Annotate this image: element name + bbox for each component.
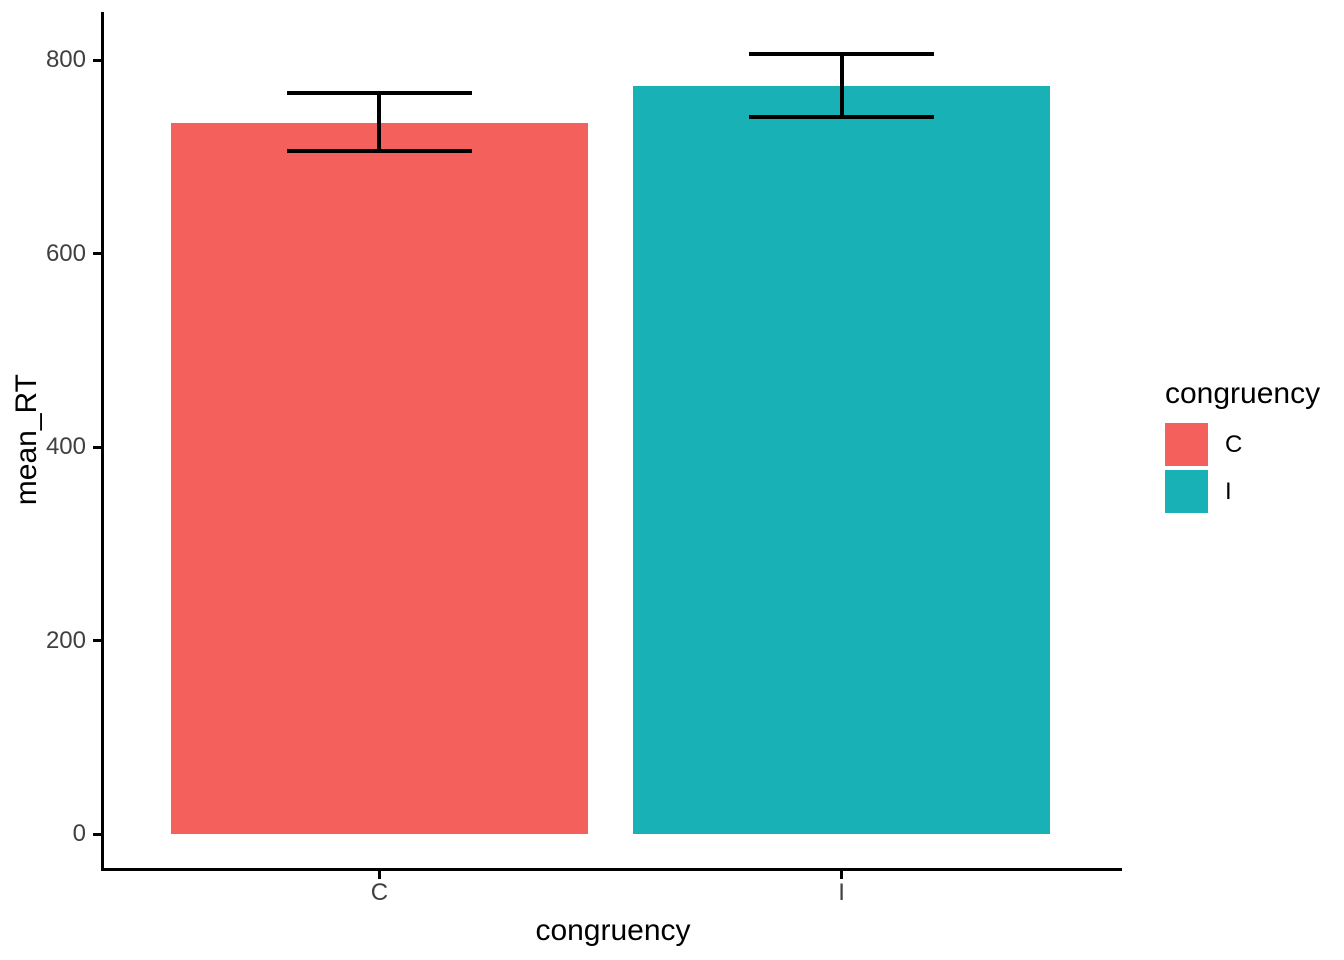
y-tick-label-200: 200 <box>45 626 86 654</box>
x-tick-label-i: I <box>838 879 845 906</box>
y-tick-label-600: 600 <box>45 239 86 267</box>
y-tick-label-800: 800 <box>45 46 86 74</box>
y-tick-mark-800 <box>93 58 101 62</box>
errorbar-cap-bottom-i <box>749 115 935 120</box>
y-tick-mark-400 <box>93 445 101 449</box>
x-axis-title: congruency <box>535 914 691 947</box>
errorbar-cap-top-i <box>749 51 935 56</box>
errorbar-line-c <box>377 93 382 152</box>
legend-swatch-c <box>1165 423 1208 466</box>
errorbar-cap-bottom-c <box>286 149 472 154</box>
y-axis-title-wrap: mean_RT <box>8 12 46 868</box>
errorbar-line-i <box>839 53 844 118</box>
legend-swatch-i <box>1165 470 1208 513</box>
legend-item-i: I <box>1165 470 1320 513</box>
x-tick-label-c: C <box>370 879 389 906</box>
y-axis-title: mean_RT <box>10 374 43 506</box>
x-tick-mark-i <box>840 871 844 879</box>
y-tick-mark-600 <box>93 252 101 256</box>
bar-c <box>170 123 588 835</box>
errorbar-cap-top-c <box>286 91 472 96</box>
legend-label-i: I <box>1225 477 1232 505</box>
y-tick-label-400: 400 <box>45 433 86 461</box>
plot-panel <box>101 12 1122 871</box>
legend-title: congruency <box>1165 377 1321 410</box>
y-tick-mark-200 <box>93 639 101 643</box>
x-tick-mark-c <box>377 871 381 879</box>
legend-item-c: C <box>1165 423 1320 466</box>
y-tick-label-0: 0 <box>72 820 86 848</box>
legend-label-c: C <box>1225 430 1243 458</box>
y-tick-mark-0 <box>93 832 101 836</box>
bar-i <box>633 85 1051 835</box>
